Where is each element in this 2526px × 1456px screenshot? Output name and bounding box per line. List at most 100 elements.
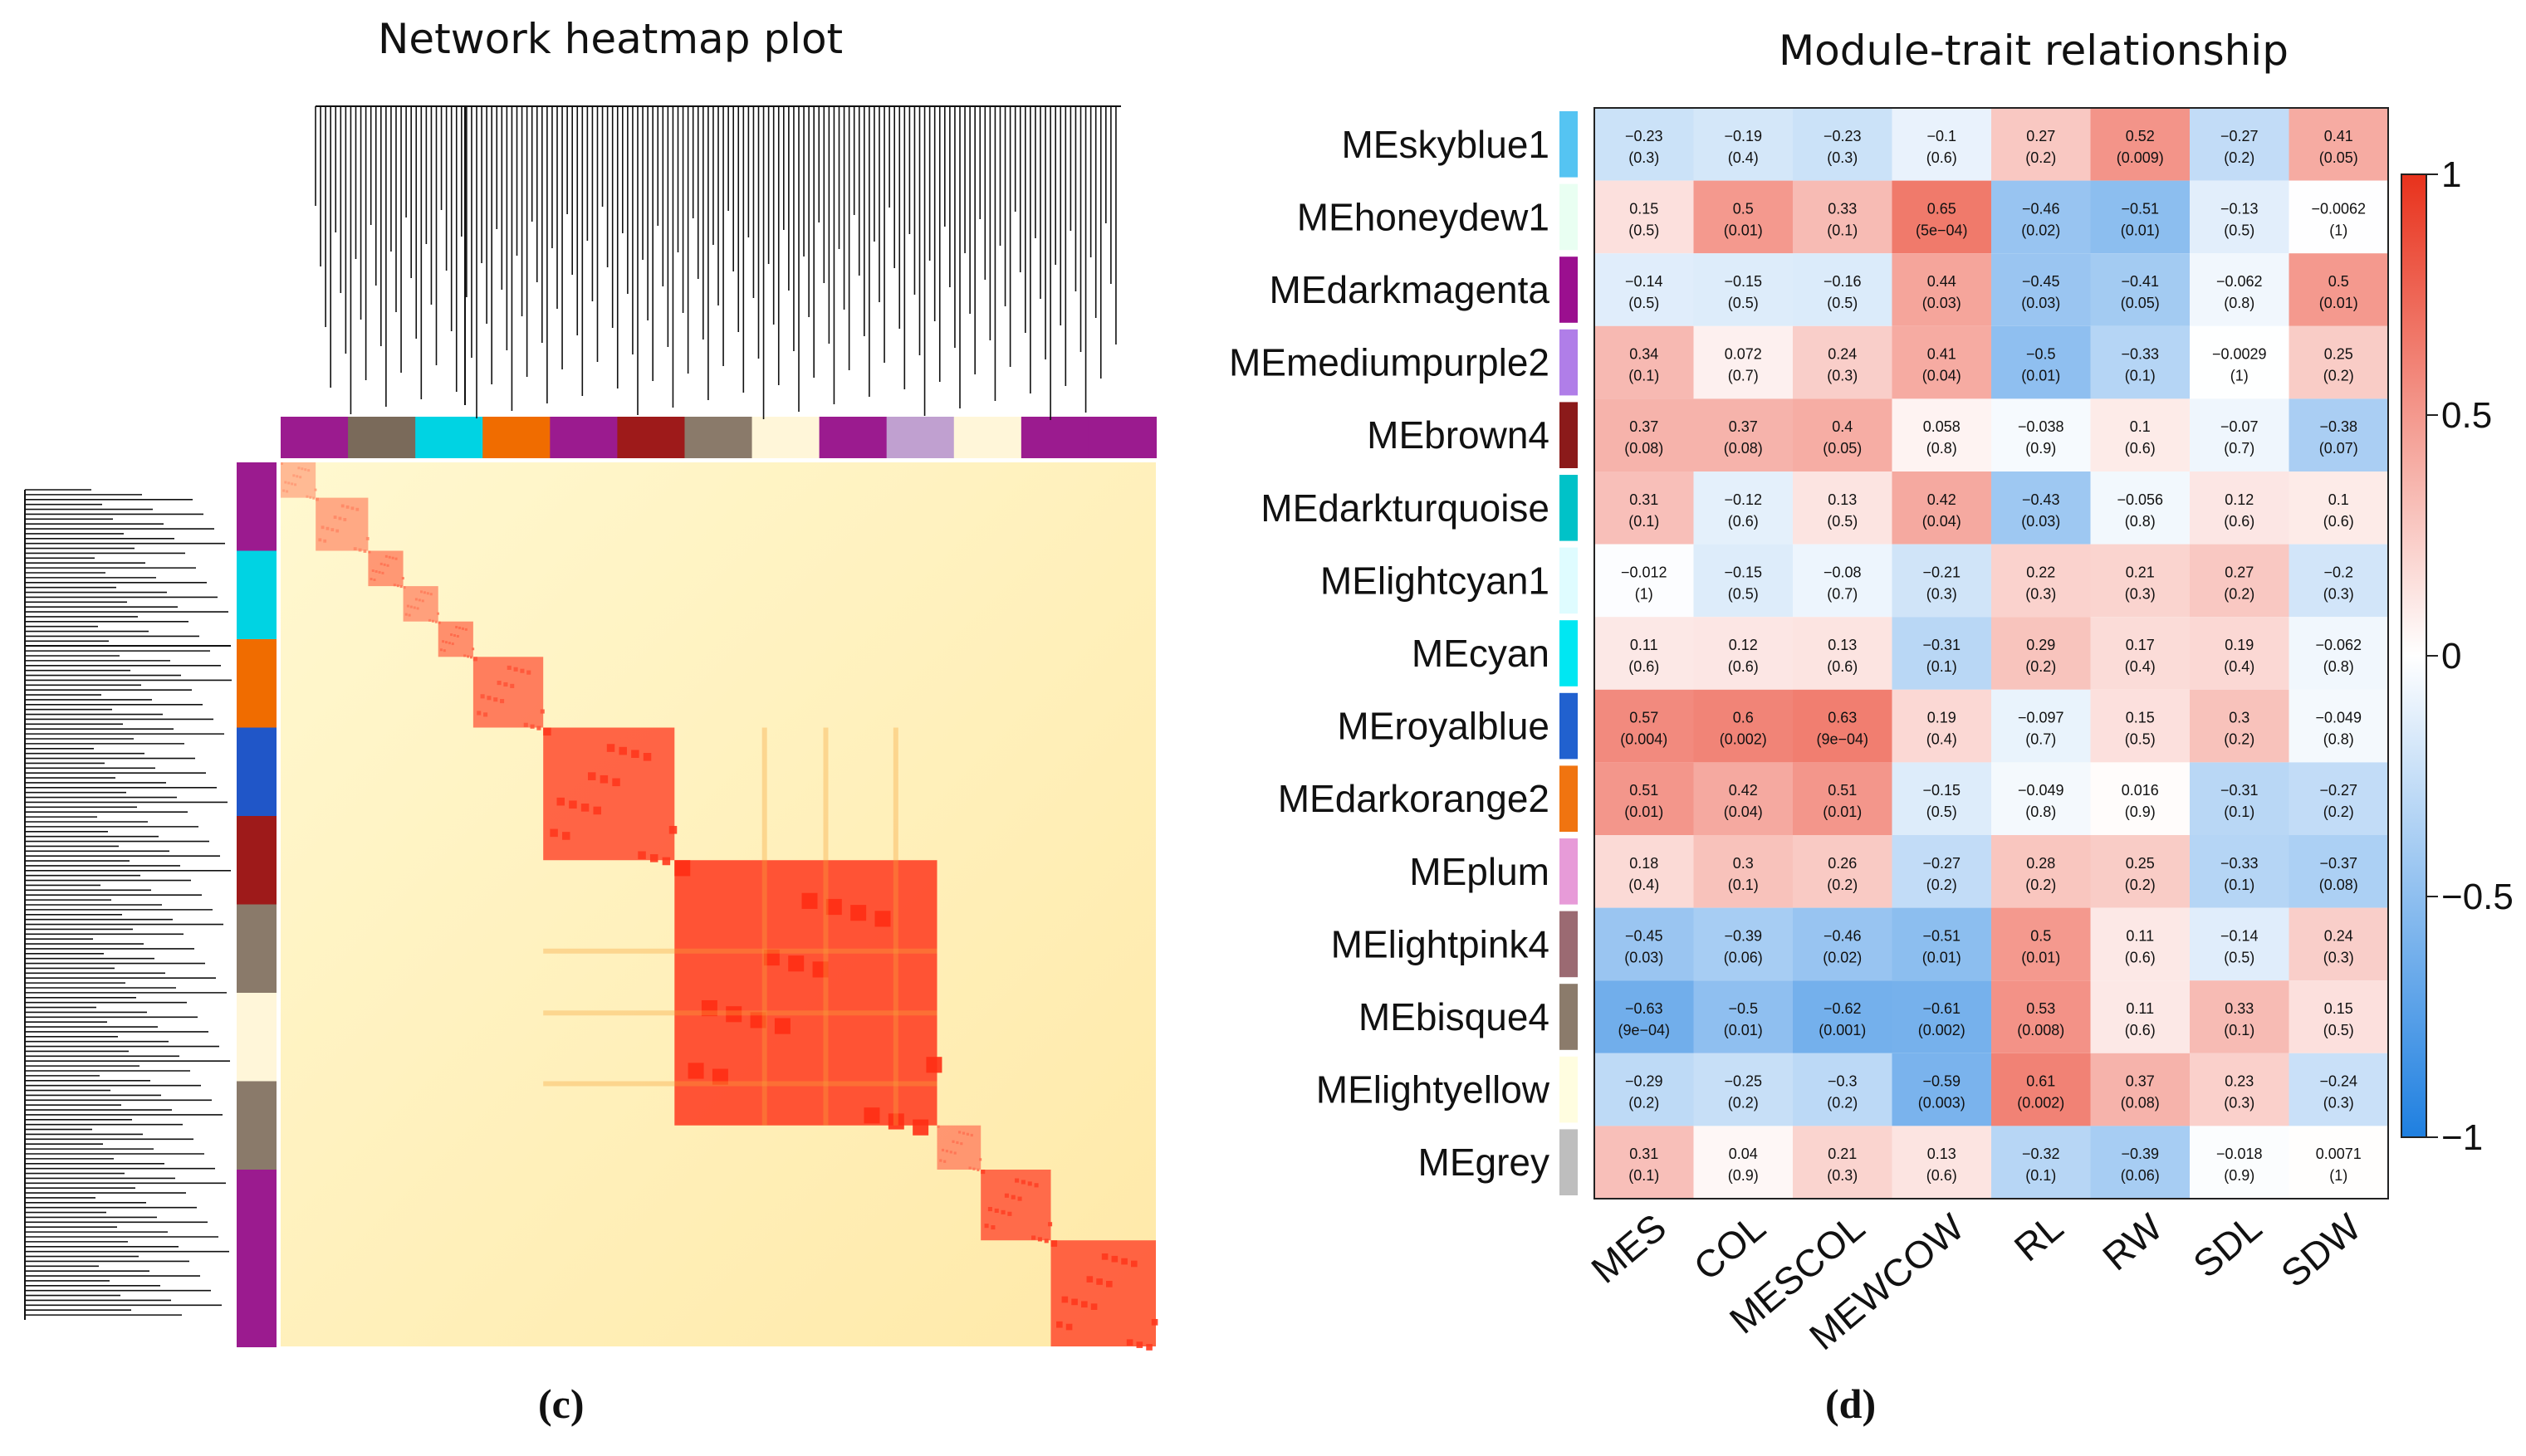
module-speckle: [391, 556, 394, 559]
cell-pvalue-label: (0.002): [1918, 1022, 1965, 1038]
module-speckle: [1044, 1239, 1049, 1243]
cell-pvalue-label: (0.02): [2021, 222, 2060, 238]
cell-correlation-label: 0.11: [2126, 927, 2154, 944]
cell-correlation-label: 0.33: [1828, 200, 1857, 217]
cell-correlation-label: −0.33: [2220, 855, 2259, 872]
module-row-label: MEcyan: [1412, 632, 1549, 675]
side-module-color-segment: [237, 727, 277, 817]
cell-pvalue-label: (0.01): [2021, 949, 2060, 965]
heatmap-cell: [1892, 471, 1991, 545]
module-speckle: [774, 1018, 791, 1034]
module-speckle: [421, 599, 424, 603]
top-module-color-segment: [617, 417, 686, 458]
heatmap-cell: [2289, 325, 2388, 399]
cell-pvalue-label: (0.5): [1827, 513, 1858, 530]
module-speckle: [326, 526, 330, 530]
heatmap-cell: [1991, 907, 2091, 981]
side-module-color-segment: [237, 904, 277, 994]
cell-pvalue-label: (0.008): [2017, 1022, 2064, 1038]
side-gene-dendrogram: [24, 489, 232, 1320]
heatmap-cell: [2289, 253, 2388, 326]
cell-pvalue-label: (0.8): [2025, 804, 2056, 820]
module-speckle: [939, 1159, 942, 1162]
heatmap-cell: [1892, 689, 1991, 763]
cell-pvalue-label: (0.03): [1922, 295, 1961, 311]
cell-correlation-label: −0.39: [2121, 1146, 2159, 1162]
network-stripe: [543, 1081, 937, 1087]
cell-correlation-label: 0.41: [1927, 346, 1956, 363]
module-speckle: [296, 475, 299, 478]
cell-pvalue-label: (0.3): [1827, 1167, 1858, 1184]
heatmap-cell: [1892, 180, 1991, 254]
module-row-label: MEdarkorange2: [1278, 777, 1549, 820]
module-speckle: [926, 1057, 942, 1073]
module-speckle: [956, 1141, 959, 1145]
module-speckle: [464, 628, 468, 631]
cell-correlation-label: 0.25: [2126, 855, 2155, 872]
top-module-color-segment: [1021, 417, 1089, 458]
cell-correlation-label: 0.1: [2130, 418, 2151, 435]
heatmap-cell: [1991, 1053, 2091, 1126]
cell-correlation-label: 0.13: [1828, 491, 1857, 508]
module-speckle: [321, 525, 325, 530]
heatmap-cell: [1594, 980, 1694, 1053]
heatmap-cell: [1594, 253, 1694, 326]
module-speckle: [526, 670, 531, 675]
heatmap-cell: [1793, 835, 1892, 908]
module-speckle: [580, 804, 590, 812]
cell-correlation-label: 0.016: [2122, 782, 2159, 799]
module-speckle: [643, 753, 652, 761]
cell-correlation-label: 0.29: [2026, 637, 2055, 653]
cell-correlation-label: 0.13: [1927, 1146, 1956, 1162]
module-speckle: [977, 1168, 980, 1171]
heatmap-cell: [2090, 907, 2190, 981]
module-speckle: [418, 599, 421, 602]
cell-pvalue-label: (0.4): [2125, 658, 2156, 675]
module-speckle: [612, 778, 620, 787]
module-speckle: [416, 607, 419, 610]
heatmap-cell: [1693, 1053, 1793, 1126]
cell-pvalue-label: (0.04): [1724, 804, 1763, 820]
module-speckle: [812, 961, 829, 978]
side-module-color-bar: [237, 462, 277, 1347]
module-speckle: [287, 481, 291, 485]
cell-correlation-label: 0.22: [2026, 564, 2055, 580]
module-speckle: [1048, 1222, 1053, 1227]
module-speckle: [638, 851, 646, 860]
module-speckle: [467, 655, 470, 658]
cell-correlation-label: 0.37: [1729, 418, 1758, 435]
cell-correlation-label: −0.08: [1824, 564, 1862, 580]
cell-correlation-label: 0.21: [1828, 1146, 1857, 1162]
cell-pvalue-label: (0.2): [2323, 804, 2354, 820]
heatmap-cell: [1991, 1126, 2091, 1199]
color-scale-bar: 1 0.5 0 −0.5 −1: [2401, 154, 2514, 1158]
cell-pvalue-label: (0.1): [1628, 1167, 1659, 1184]
module-speckle: [455, 625, 458, 628]
cell-correlation-label: −0.46: [1824, 927, 1862, 944]
cell-correlation-label: 0.17: [2126, 637, 2155, 653]
module-speckle: [480, 694, 485, 699]
module-speckle: [523, 722, 528, 727]
cell-correlation-label: 0.19: [2225, 637, 2254, 653]
heatmap-cell: [1793, 544, 1892, 618]
cell-correlation-label: 0.37: [1629, 418, 1658, 435]
heatmap-cell: [2190, 1053, 2289, 1126]
cell-correlation-label: −0.13: [2220, 200, 2259, 217]
module-speckle: [1111, 1255, 1119, 1263]
heatmap-cell: [1693, 471, 1793, 545]
module-speckle: [962, 1131, 966, 1135]
module-speckle: [284, 481, 287, 484]
cell-pvalue-label: (0.6): [2224, 513, 2254, 530]
cell-pvalue-label: (0.5): [1728, 585, 1759, 602]
cell-correlation-label: −0.38: [2319, 418, 2357, 435]
module-speckle: [513, 667, 518, 672]
module-speckle: [1096, 1278, 1103, 1285]
cell-pvalue-label: (0.01): [1624, 804, 1663, 820]
heatmap-cell: [1892, 325, 1991, 399]
module-speckle: [286, 490, 289, 493]
module-speckle: [442, 640, 445, 643]
heatmap-cell: [2190, 544, 2289, 618]
cell-correlation-label: 0.24: [1828, 346, 1857, 363]
cell-correlation-label: −0.14: [2220, 927, 2259, 944]
module-speckle: [306, 495, 309, 498]
